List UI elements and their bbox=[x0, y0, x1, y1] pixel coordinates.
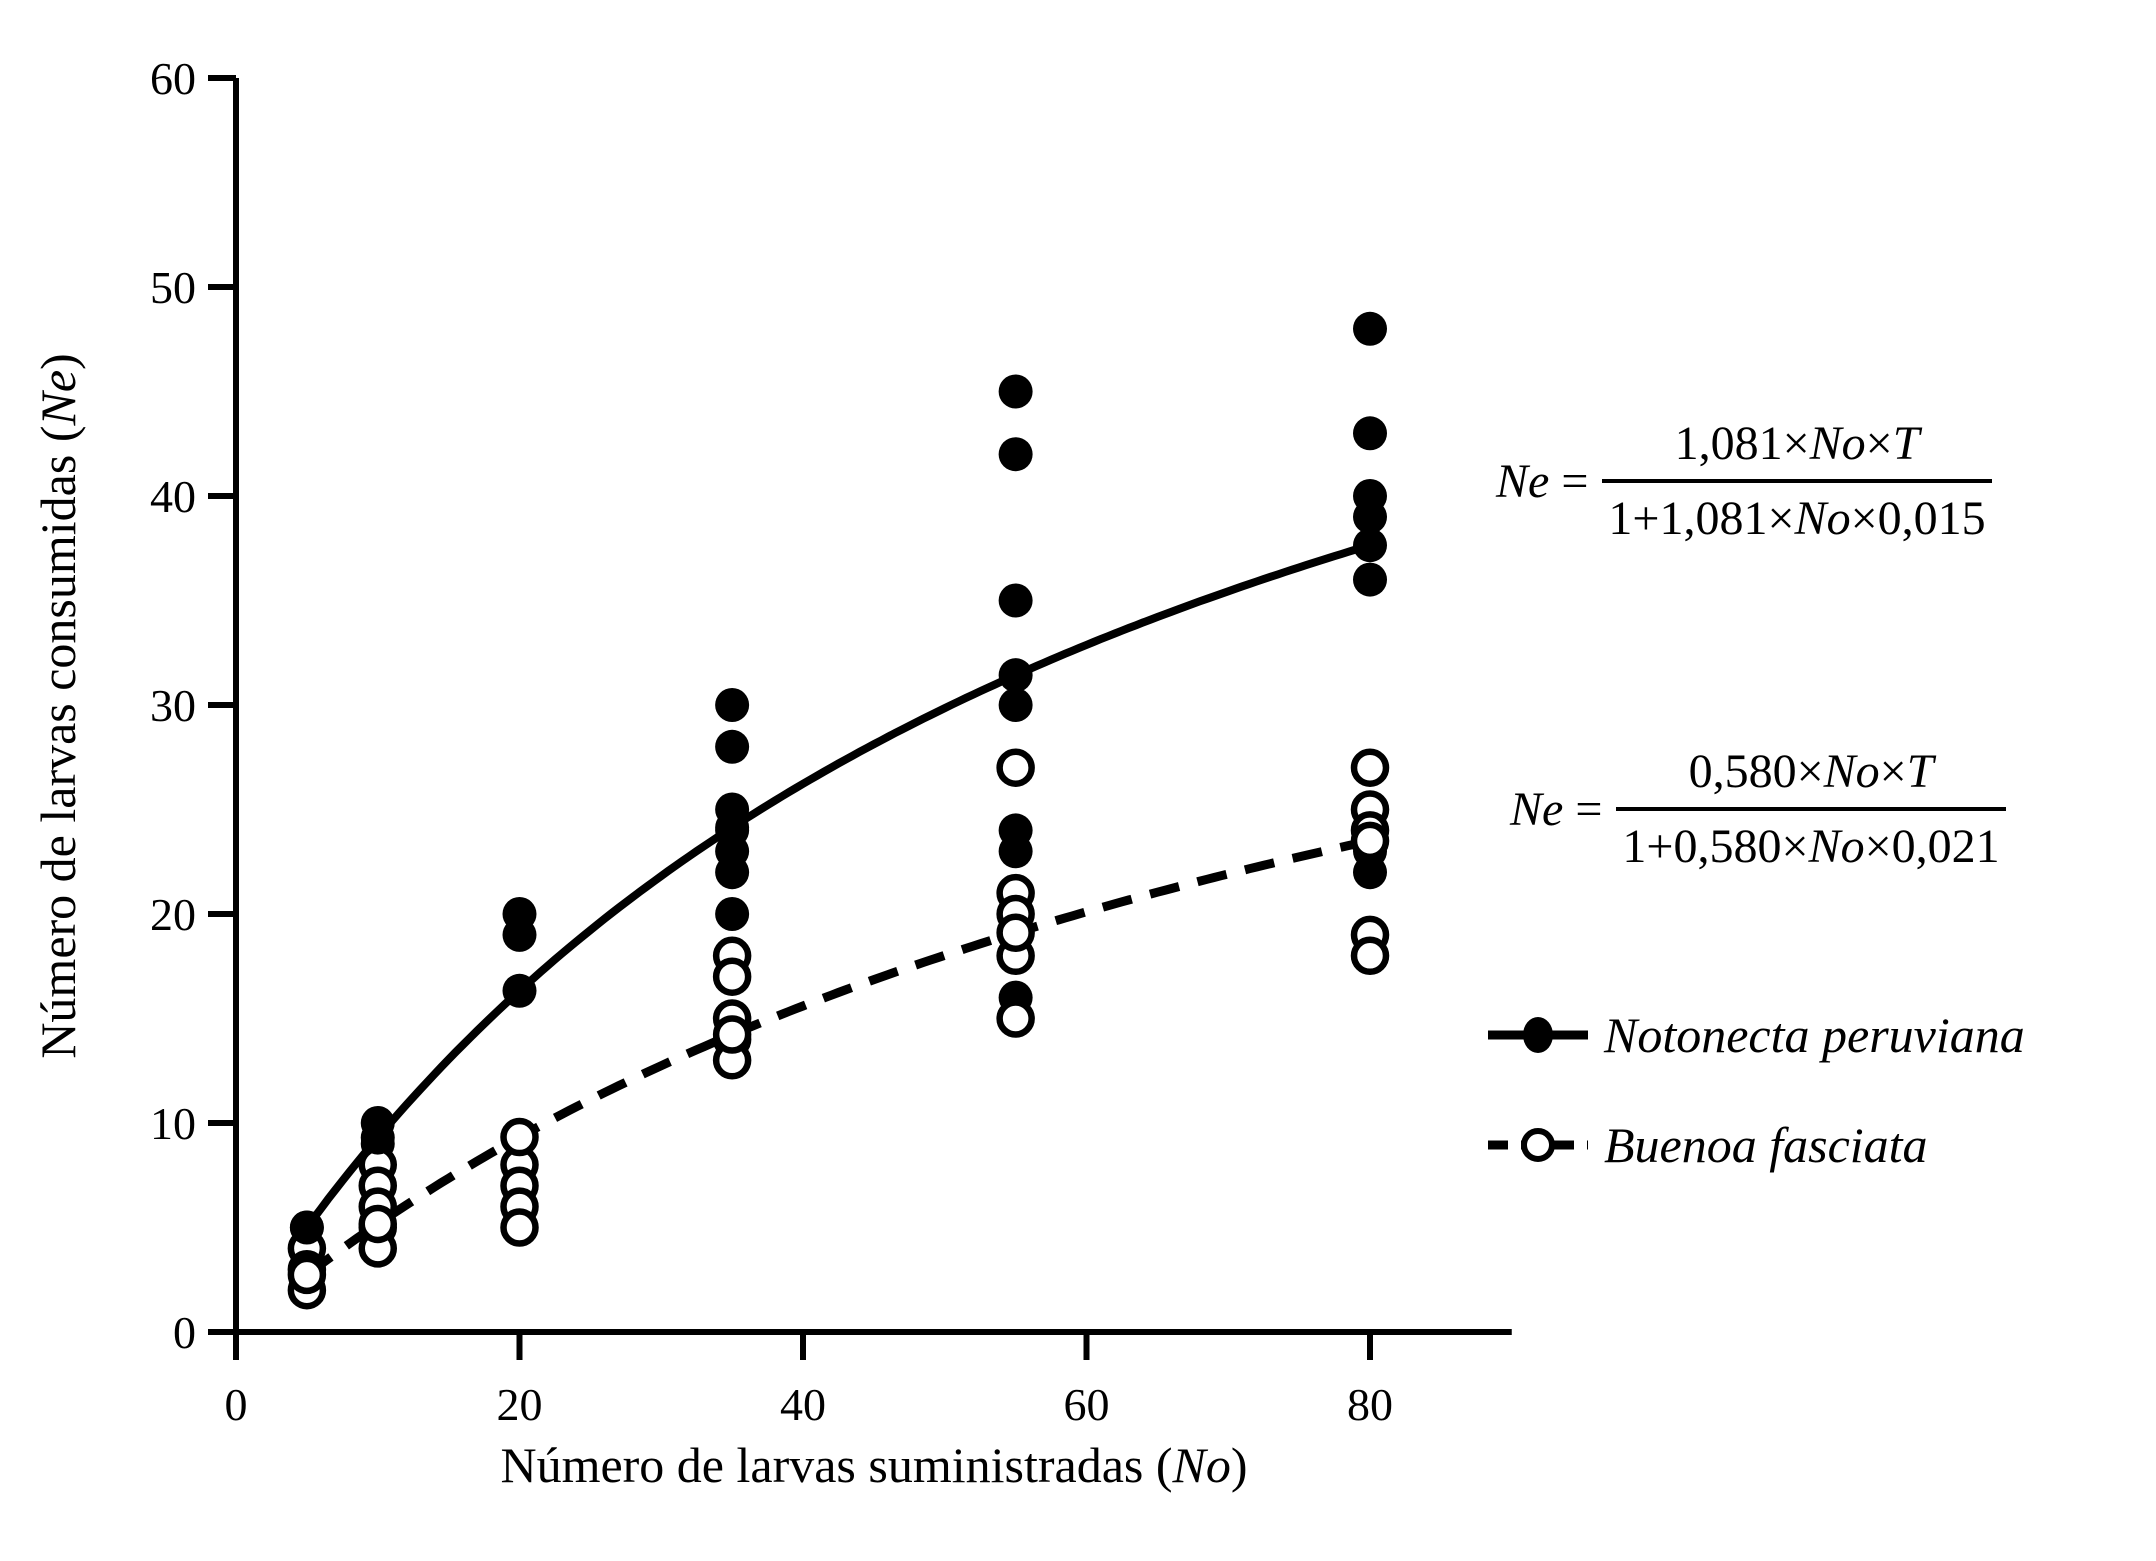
equation-fraction: 0,580×No×T 1+0,580×No×0,021 bbox=[1616, 744, 2006, 874]
fit-marker-open bbox=[712, 1015, 752, 1054]
x-tick-label: 60 bbox=[1064, 1379, 1110, 1430]
fit-marker-filled bbox=[360, 1120, 395, 1155]
fit-marker-filled bbox=[1353, 528, 1387, 563]
fit-marker-filled bbox=[998, 658, 1033, 693]
data-point-filled bbox=[715, 897, 750, 931]
equation-lhs: Ne = bbox=[1496, 454, 1589, 508]
data-point-filled bbox=[715, 855, 750, 890]
observed-points-buenoa bbox=[287, 748, 1390, 1310]
equation-denominator: 1+0,580×No×0,021 bbox=[1622, 820, 2000, 873]
tick-labels: 0 10 20 30 40 50 60 0 20 40 60 80 bbox=[150, 53, 1393, 1430]
equation-fraction: 1,081×No×T 1+1,081×No×0,015 bbox=[1602, 416, 1992, 546]
data-point-filled bbox=[1353, 416, 1387, 451]
legend-label: Notonecta peruviana bbox=[1604, 1007, 2025, 1063]
data-point-filled bbox=[715, 729, 750, 764]
y-axis-title: Número de larvas consumidas (Ne) bbox=[30, 353, 86, 1059]
data-point-filled bbox=[998, 374, 1033, 409]
solid-line-filled-circle-swatch bbox=[1488, 1017, 1588, 1053]
data-point-filled bbox=[1353, 855, 1387, 890]
fit-marker-open bbox=[500, 1117, 539, 1157]
data-point-filled bbox=[715, 688, 750, 722]
y-tick-label: 40 bbox=[150, 471, 196, 522]
fit-marker-filled bbox=[289, 1210, 324, 1245]
y-tick-label: 10 bbox=[150, 1098, 196, 1149]
data-point-open bbox=[1350, 936, 1390, 976]
x-tick-label: 80 bbox=[1347, 1379, 1393, 1430]
fit-marker-filled bbox=[502, 973, 537, 1008]
legend-item-notonecta: Notonecta peruviana bbox=[1486, 1006, 2025, 1064]
x-tick-label: 0 bbox=[225, 1379, 248, 1430]
legend-item-buenoa: Buenoa fasciata bbox=[1486, 1116, 1928, 1174]
equation-lhs: Ne = bbox=[1510, 782, 1603, 836]
data-point-filled bbox=[998, 437, 1033, 472]
data-point-filled bbox=[1353, 311, 1387, 346]
equation-numerator: 1,081×No×T bbox=[1602, 416, 1992, 483]
fit-curve-notonecta bbox=[303, 541, 1372, 1230]
data-point-open bbox=[1350, 748, 1390, 787]
fit-marker-filled bbox=[715, 810, 750, 845]
fit-curve-buenoa bbox=[304, 836, 1371, 1279]
equation-buenoa: Ne = 0,580×No×T 1+0,580×No×0,021 bbox=[1510, 744, 2006, 874]
data-point-open bbox=[996, 999, 1035, 1038]
fit-marker-open bbox=[996, 913, 1035, 952]
equation-denominator: 1+1,081×No×0,015 bbox=[1608, 492, 1986, 545]
data-point-filled bbox=[1353, 562, 1387, 597]
data-point-filled bbox=[1353, 499, 1387, 534]
equation-numerator: 0,580×No×T bbox=[1616, 744, 2006, 811]
fit-marker-open bbox=[287, 1255, 327, 1295]
y-tick-label: 0 bbox=[173, 1307, 196, 1358]
y-tick-label: 60 bbox=[150, 53, 196, 104]
data-point-filled bbox=[998, 688, 1033, 722]
fit-curve-markers bbox=[289, 528, 1387, 1245]
fit-marker-open bbox=[1350, 821, 1390, 861]
equation-notonecta: Ne = 1,081×No×T 1+1,081×No×0,015 bbox=[1496, 416, 1992, 546]
data-point-open bbox=[712, 957, 752, 996]
data-point-filled bbox=[998, 583, 1033, 618]
axes bbox=[233, 78, 1512, 1335]
fit-marker-open bbox=[358, 1204, 397, 1244]
x-tick-label: 20 bbox=[497, 1379, 543, 1430]
data-point-filled bbox=[502, 917, 537, 952]
legend-label: Buenoa fasciata bbox=[1604, 1117, 1928, 1173]
y-tick-label: 20 bbox=[150, 889, 196, 940]
data-point-filled bbox=[998, 834, 1033, 869]
y-tick-label: 50 bbox=[150, 262, 196, 313]
data-point-open bbox=[500, 1208, 539, 1247]
x-tick-label: 40 bbox=[780, 1379, 826, 1430]
x-axis-title: Número de larvas suministradas (No) bbox=[500, 1437, 1248, 1493]
observed-points-notonecta bbox=[289, 311, 1387, 1245]
data-point-open bbox=[996, 748, 1035, 787]
dashed-line-open-circle-swatch bbox=[1488, 1128, 1588, 1162]
y-tick-label: 30 bbox=[150, 680, 196, 731]
tick-marks bbox=[208, 75, 1373, 1360]
fit-curve-markers bbox=[287, 821, 1390, 1295]
